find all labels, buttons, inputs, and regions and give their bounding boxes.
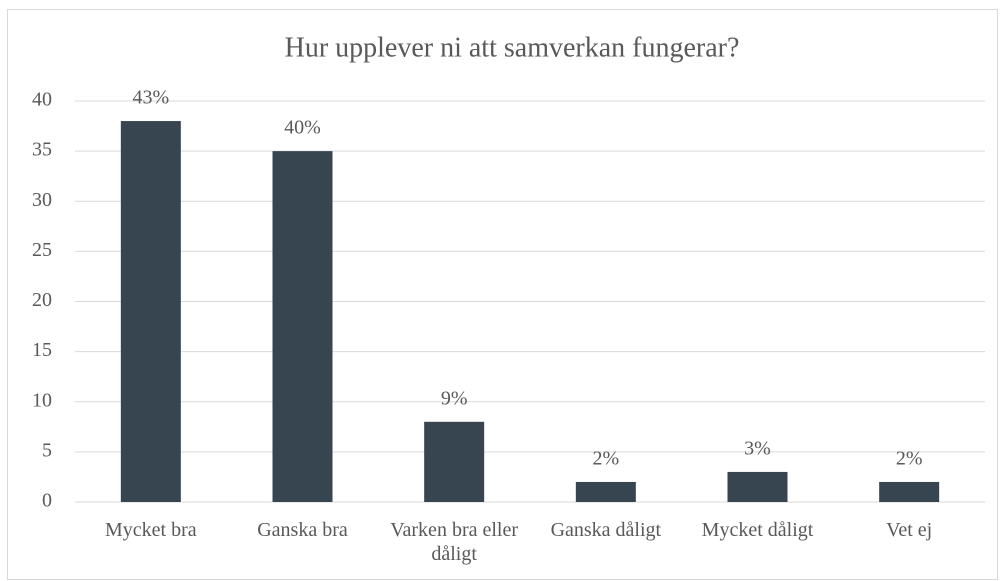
- x-tick-label: Ganska dåligt: [550, 519, 662, 541]
- y-tick-label: 10: [32, 389, 52, 411]
- y-tick-label: 40: [32, 89, 52, 111]
- bar: [272, 151, 333, 502]
- bar: [879, 481, 940, 502]
- bar: [424, 421, 485, 502]
- data-label: 2%: [592, 448, 619, 470]
- data-label: 40%: [284, 117, 321, 139]
- y-tick-label: 30: [32, 189, 52, 211]
- bar: [120, 121, 181, 503]
- y-tick-label: 0: [42, 490, 52, 512]
- bar: [575, 481, 636, 502]
- data-label: 43%: [132, 87, 169, 109]
- data-label: 9%: [441, 387, 468, 409]
- x-tick-label: Ganska bra: [257, 519, 348, 541]
- bar: [727, 471, 788, 502]
- y-tick-label: 15: [32, 339, 52, 361]
- x-tick-label: Varken bra eller dåligt: [390, 519, 519, 565]
- y-tick-label: 5: [42, 439, 52, 461]
- y-tick-label: 20: [32, 289, 52, 311]
- x-tick-label: Mycket bra: [105, 519, 197, 541]
- x-tick-label: Vet ej: [886, 519, 933, 541]
- x-tick-label: Mycket dåligt: [701, 519, 814, 541]
- chart-title: Hur upplever ni att samverkan fungerar?: [285, 32, 740, 63]
- data-label: 2%: [896, 448, 923, 470]
- y-tick-label: 35: [32, 139, 52, 161]
- data-label: 3%: [744, 438, 771, 460]
- y-tick-label: 25: [32, 239, 52, 261]
